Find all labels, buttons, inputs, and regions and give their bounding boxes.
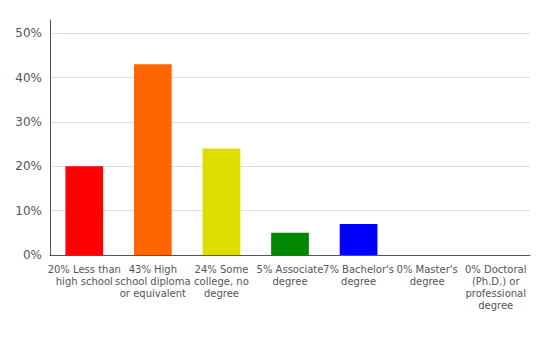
svg-text:0% Doctoral: 0% Doctoral xyxy=(465,264,526,275)
svg-text:professional: professional xyxy=(465,288,526,299)
svg-text:high school: high school xyxy=(56,276,113,287)
svg-text:5% Associate: 5% Associate xyxy=(257,264,324,275)
svg-text:30%: 30% xyxy=(15,115,42,129)
svg-text:40%: 40% xyxy=(15,71,42,85)
svg-text:school diploma: school diploma xyxy=(115,276,190,287)
svg-text:24% Some: 24% Some xyxy=(195,264,249,275)
svg-text:degree: degree xyxy=(204,288,239,299)
svg-text:0%: 0% xyxy=(23,248,42,262)
svg-text:0% Master's: 0% Master's xyxy=(397,264,458,275)
svg-text:7% Bachelor's: 7% Bachelor's xyxy=(323,264,394,275)
svg-text:degree: degree xyxy=(272,276,307,287)
svg-text:43% High: 43% High xyxy=(129,264,177,275)
svg-text:degree: degree xyxy=(341,276,376,287)
svg-text:college, no: college, no xyxy=(194,276,249,287)
svg-text:20%: 20% xyxy=(15,159,42,173)
svg-text:or equivalent: or equivalent xyxy=(120,288,186,299)
svg-text:(Ph.D.) or: (Ph.D.) or xyxy=(472,276,521,287)
svg-text:10%: 10% xyxy=(15,204,42,218)
svg-text:50%: 50% xyxy=(15,26,42,40)
svg-text:degree: degree xyxy=(410,276,445,287)
svg-text:20% Less than: 20% Less than xyxy=(48,264,121,275)
svg-text:degree: degree xyxy=(478,300,513,311)
